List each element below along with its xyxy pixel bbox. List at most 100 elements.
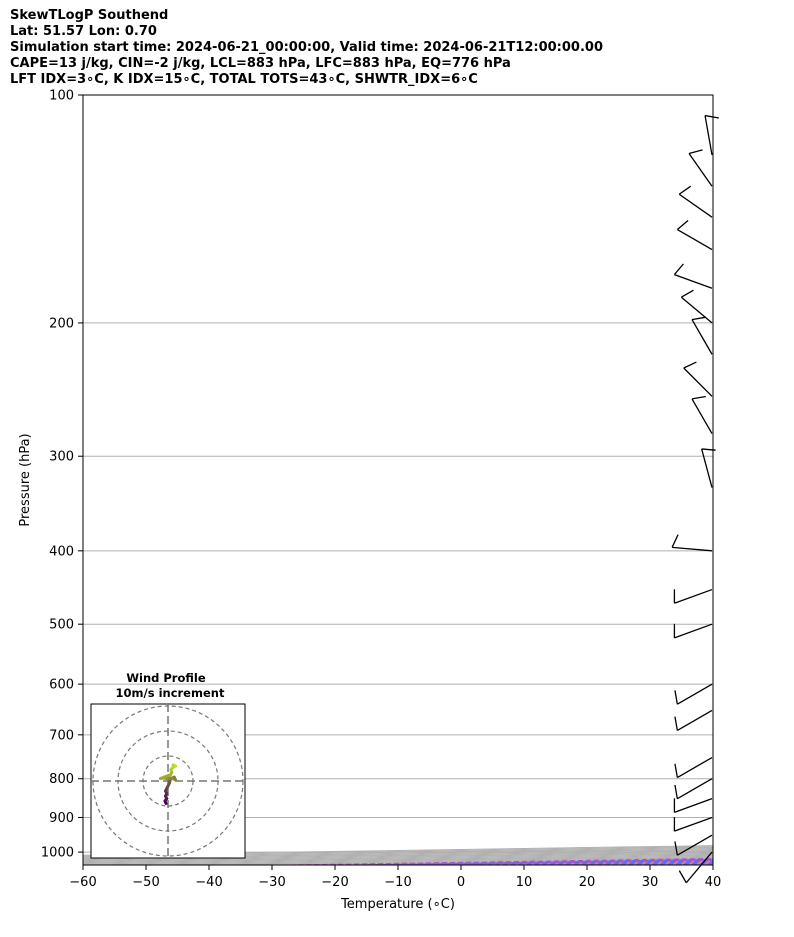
wind-barb [674, 834, 713, 856]
x-tick-label: −50 [132, 875, 159, 890]
isotherm-gridline [523, 861, 713, 865]
wind-barb [704, 114, 719, 156]
wind-barb-staff [677, 228, 713, 251]
time-line: Simulation start time: 2024-06-21_00:00:… [10, 40, 603, 55]
x-tick-label: 20 [579, 875, 596, 890]
y-tick-label: 600 [49, 678, 74, 693]
x-tick-label: 40 [705, 875, 722, 890]
wind-barb-staff [674, 623, 713, 639]
y-tick-label: 200 [49, 316, 74, 331]
dry-adiabat [416, 859, 713, 865]
y-tick-label: 800 [49, 772, 74, 787]
wind-barb-staff [680, 296, 713, 324]
wind-barb-flag [681, 289, 694, 298]
moist-adiabat [688, 864, 713, 865]
chart-header: SkewTLogP Southend Lat: 51.57 Lon: 0.70 … [10, 8, 603, 88]
wind-barb-flag [674, 841, 678, 856]
wind-barb-flag [683, 361, 697, 369]
x-tick-label: −30 [258, 875, 285, 890]
moist-adiabat [473, 860, 713, 865]
indices-line: CAPE=13 j/kg, CIN=-2 j/kg, LCL=883 hPa, … [10, 56, 511, 71]
wind-barb-staff [677, 709, 713, 732]
wind-barb [683, 361, 713, 397]
wind-barb [691, 395, 713, 434]
indices-line-2: LFT IDX=3∘C, K IDX=15∘C, TOTAL TOTS=43∘C… [10, 72, 478, 87]
wind-barb [678, 185, 713, 218]
x-tick-label: 10 [516, 875, 533, 890]
mixing-ratio-line [355, 858, 713, 865]
hodograph-plot [91, 704, 245, 858]
isotherm-gridline [460, 860, 713, 865]
y-tick-label: 500 [49, 618, 74, 633]
wind-barb-flag [674, 763, 678, 778]
wind-barb-staff [685, 851, 713, 884]
wind-barb-staff [683, 367, 713, 397]
isotherm-gridline [397, 859, 713, 865]
axes: −60 −50 −40 −30 −20 −10 0 10 20 30 40 100 200 300 400 5… [41, 89, 721, 891]
x-tick-label: −60 [69, 875, 96, 890]
wind-barb [676, 220, 713, 251]
wind-barb [674, 778, 713, 800]
moist-adiabat [443, 860, 713, 865]
isotherm-gridline [586, 862, 713, 865]
wind-barb [688, 149, 713, 187]
wind-barb-staff [674, 588, 713, 604]
dry-adiabat [607, 862, 713, 865]
x-tick-label: −20 [321, 875, 348, 890]
moist-adiabat [565, 862, 713, 865]
wind-barb [691, 316, 713, 355]
wind-barb [673, 798, 713, 813]
wind-barb [674, 683, 713, 705]
wind-barb-flag [678, 185, 692, 195]
wind-barb [701, 448, 716, 488]
dry-adiabat [480, 860, 713, 865]
wind-barb-staff [677, 756, 713, 779]
wind-barb [674, 756, 713, 779]
dry-adiabat [671, 863, 713, 865]
wind-barb-flag [704, 114, 719, 119]
y-tick-label: 400 [49, 544, 74, 559]
x-axis-label: Temperature (∘C) [340, 897, 455, 912]
wind-barb-staff [674, 798, 713, 813]
x-tick-label: 30 [642, 875, 659, 890]
wind-barb [680, 289, 713, 324]
moist-adiabat [350, 858, 713, 865]
wind-barb-flag [678, 870, 687, 884]
wind-barb [673, 816, 713, 832]
x-tick-label: −10 [384, 875, 411, 890]
moist-adiabat [504, 861, 713, 865]
isotherm-gridline [334, 858, 713, 865]
moist-adiabat [534, 861, 713, 865]
dry-adiabat [289, 857, 713, 865]
moist-adiabat [657, 863, 713, 865]
wind-barb-flag [691, 395, 706, 400]
wind-barb [673, 623, 713, 639]
y-tick-label: 1000 [41, 846, 74, 861]
moist-adiabat [595, 862, 713, 865]
isotherm-gridline [271, 857, 713, 865]
mixing-ratio-line [290, 857, 713, 865]
x-tick-label: 0 [457, 875, 465, 890]
wind-barb-staff [691, 319, 713, 355]
moist-adiabat [381, 859, 713, 865]
wind-barb-flag [688, 149, 703, 155]
wind-barb-staff [674, 273, 713, 289]
wind-barb-staff [677, 834, 713, 856]
wind-barb-flag [691, 316, 706, 321]
wind-barb-flag [674, 690, 678, 705]
wind-barb-staff [691, 398, 713, 434]
wind-barb-staff [677, 778, 713, 800]
hodograph-segment [159, 773, 172, 780]
y-tick-label: 100 [49, 89, 74, 104]
isotherm-gridline [208, 856, 713, 865]
hodograph-subtitle: 10m/s increment [116, 686, 225, 700]
dry-adiabat [352, 858, 713, 865]
isotherm-gridline [649, 863, 713, 865]
y-tick-label: 900 [49, 811, 74, 826]
wind-barb [671, 534, 713, 552]
wind-barb [678, 851, 713, 884]
wind-barb-flag [673, 263, 684, 276]
x-tick-label: −40 [195, 875, 222, 890]
wind-barb [673, 588, 713, 604]
y-axis-label: Pressure (hPa) [18, 433, 33, 526]
